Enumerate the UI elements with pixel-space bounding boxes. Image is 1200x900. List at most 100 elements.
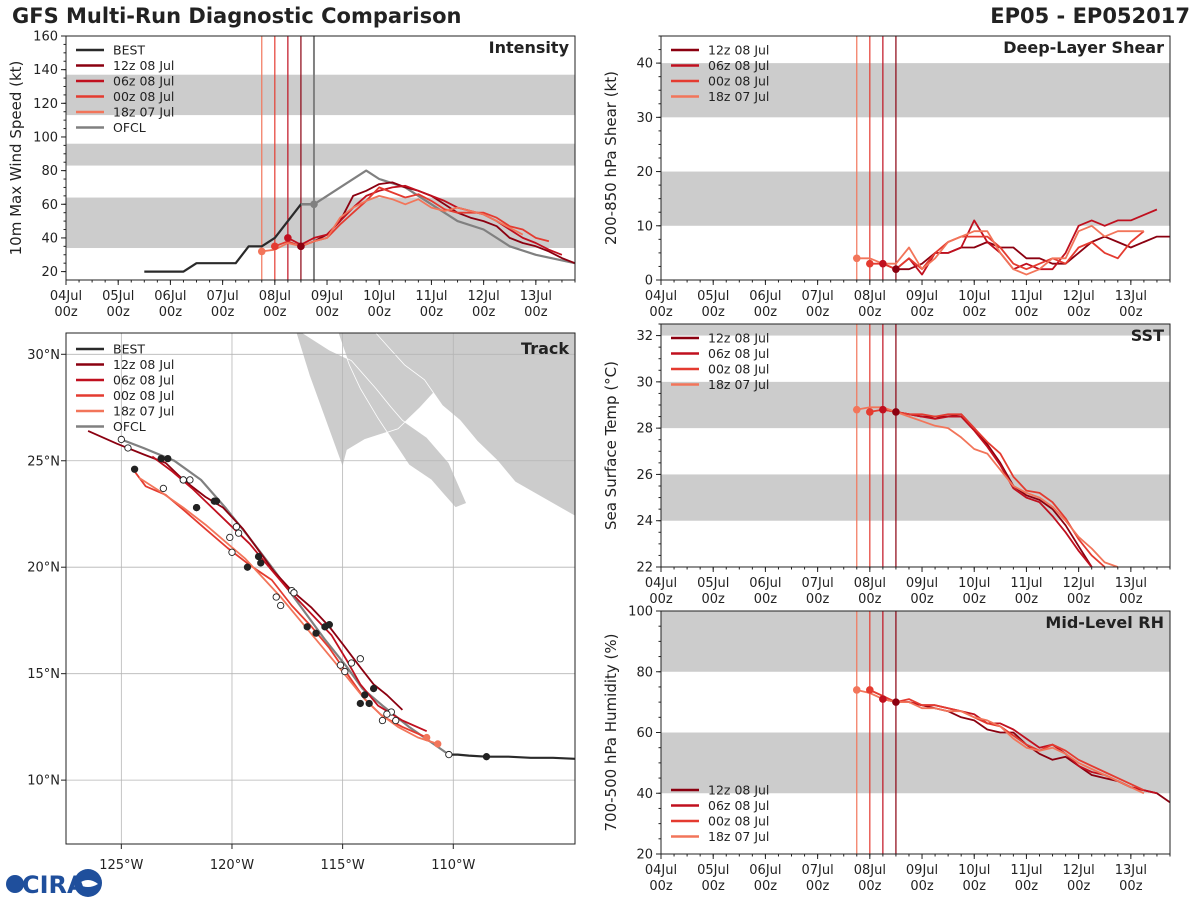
sst-series-18z-07-jul [856, 406, 1119, 568]
sst-ytick-label: 32 [636, 329, 653, 344]
rh-xtick-label: 10Jul [958, 863, 990, 878]
track-06z-08-jul [151, 455, 428, 733]
sst-legend-label-06z-08-jul: 06z 08 Jul [708, 346, 769, 361]
rh-title: Mid-Level RH [1045, 613, 1164, 632]
shear-xtick-label: 05Jul [697, 289, 729, 304]
intensity-title: Intensity [489, 38, 570, 57]
sst-ytick-label: 26 [636, 468, 653, 483]
shear-legend-label-12z-08-jul: 12z 08 Jul [708, 43, 769, 58]
sst-xtick-label: 00z [649, 592, 673, 607]
shear-xtick-label: 00z [858, 305, 882, 320]
shear-ytick-label: 30 [636, 111, 653, 126]
track-point-12z-08-jul [186, 476, 194, 484]
rh-legend-label-06z-08-jul: 06z 08 Jul [708, 798, 769, 813]
track-point-12z-08-jul [356, 655, 364, 663]
intensity-xtick-label: 00z [524, 305, 548, 320]
sst-xtick-label: 08Jul [854, 576, 886, 591]
rh-marker-18z-07-jul [852, 686, 861, 694]
intensity-legend-label-06z-08-jul: 06z 08 Jul [113, 74, 174, 89]
rh-ytick-label: 40 [636, 787, 653, 802]
track-legend-label-12z-08-jul: 12z 08 Jul [113, 357, 174, 372]
sst-marker-06z-08-jul [879, 405, 887, 414]
land-baja-california [295, 333, 575, 509]
intensity-xtick-label: 00z [420, 305, 444, 320]
intensity-band-1 [66, 143, 575, 166]
shear-marker-12z-08-jul [892, 265, 900, 273]
shear-ytick-label: 40 [636, 57, 653, 72]
sst-marker-18z-07-jul [852, 405, 861, 414]
rh-xtick-label: 00z [754, 879, 778, 894]
intensity-ytick-label: 140 [33, 63, 58, 78]
track-point-18z-07-jul [356, 699, 364, 708]
track-ytick-label: 30°N [27, 348, 60, 363]
track-best [448, 753, 575, 760]
intensity-xtick-label: 13Jul [520, 289, 552, 304]
shear-xtick-label: 00z [1119, 305, 1143, 320]
shear-band-1 [661, 63, 1170, 118]
track-point-12z-08-jul [232, 523, 241, 531]
shear-xtick-label: 08Jul [854, 289, 886, 304]
sst-ytick-label: 28 [636, 422, 653, 437]
track-point-00z-08-jul [341, 667, 349, 676]
sst-xtick-label: 00z [858, 592, 882, 607]
intensity-ytick-label: 60 [41, 198, 58, 213]
sst-xtick-label: 00z [702, 592, 726, 607]
track-point-18z-07-jul [272, 593, 280, 601]
track-point-ofcl [117, 435, 125, 444]
panel-rh: 2040608010004Jul00z05Jul00z06Jul00z07Jul… [602, 605, 1171, 894]
panel-shear: 01020304004Jul00z05Jul00z06Jul00z07Jul00… [602, 35, 1171, 320]
rh-xtick-label: 12Jul [1063, 863, 1095, 878]
track-xtick-label: 110°W [431, 858, 475, 873]
track-ytick-label: 15°N [27, 667, 60, 682]
intensity-xtick-label: 11Jul [415, 289, 447, 304]
track-legend-label-00z-08-jul: 00z 08 Jul [113, 388, 174, 403]
rh-series-00z-08-jul [869, 689, 1145, 792]
sst-band-1 [661, 381, 1170, 429]
sst-series-12z-08-jul [895, 411, 1093, 568]
rh-marker-12z-08-jul [892, 698, 900, 706]
track-point-18z-07-jul [378, 716, 387, 725]
rh-xtick-label: 00z [910, 879, 934, 894]
track-xtick-label: 120°W [210, 858, 254, 873]
track-point-00z-08-jul [159, 484, 168, 493]
shear-xtick-label: 07Jul [801, 289, 833, 304]
rh-xtick-label: 00z [702, 879, 726, 894]
shear-ylabel: 200-850 hPa Shear (kt) [602, 71, 620, 245]
intensity-ytick-label: 120 [33, 97, 58, 112]
intensity-xtick-label: 00z [315, 305, 339, 320]
track-point-18z-07-jul [303, 623, 311, 631]
shear-marker-00z-08-jul [866, 259, 874, 268]
track-point-00z-08-jul [277, 601, 285, 610]
intensity-marker-00z-08-jul [271, 242, 279, 251]
sst-xtick-label: 04Jul [645, 576, 677, 591]
rh-ytick-label: 20 [636, 848, 653, 863]
logo-globe-icon [6, 875, 24, 893]
intensity-xtick-label: 00z [472, 305, 496, 320]
sst-marker-00z-08-jul [866, 408, 874, 416]
sst-frame [660, 323, 1171, 568]
rh-series-18z-07-jul [856, 689, 1145, 795]
intensity-marker-ofcl [310, 200, 318, 209]
sst-xtick-label: 07Jul [801, 576, 833, 591]
intensity-xtick-label: 07Jul [206, 289, 238, 304]
rh-marker-00z-08-jul [866, 686, 874, 694]
track-18z-07-jul [138, 477, 439, 745]
sst-xtick-label: 09Jul [906, 576, 938, 591]
sst-xtick-label: 11Jul [1010, 576, 1042, 591]
shear-xtick-label: 04Jul [645, 289, 677, 304]
shear-legend-label-18z-07-jul: 18z 07 Jul [708, 89, 769, 104]
sst-xtick-label: 00z [1067, 592, 1091, 607]
sst-series-00z-08-jul [869, 408, 1106, 568]
track-point-06z-08-jul [361, 691, 369, 699]
track-point-00z-08-jul [312, 629, 320, 637]
track-point-best [445, 750, 453, 759]
rh-xtick-label: 00z [649, 879, 673, 894]
track-point-00z-08-jul [130, 465, 139, 473]
track-point-12z-08-jul [369, 684, 378, 693]
shear-xtick-label: 00z [754, 305, 778, 320]
intensity-xtick-label: 09Jul [311, 289, 343, 304]
sst-legend-label-00z-08-jul: 00z 08 Jul [708, 362, 769, 377]
rh-band-1 [661, 611, 1170, 672]
rh-xtick-label: 00z [1067, 879, 1091, 894]
